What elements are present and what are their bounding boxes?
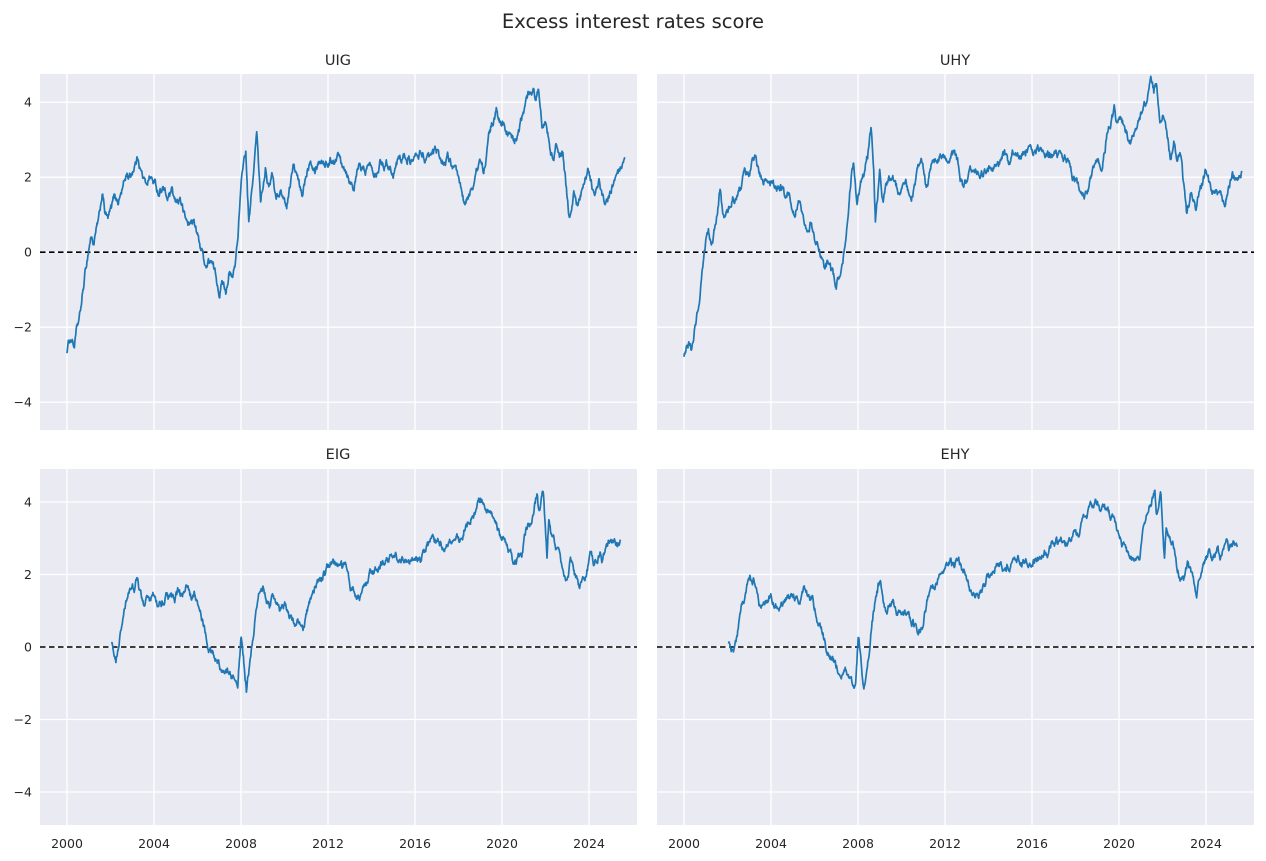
- x-tick-label: 2012: [312, 836, 344, 851]
- panel-title-ehy: EHY: [941, 447, 970, 463]
- panel-title-eig: EIG: [326, 447, 351, 463]
- plot-area-uig: 4 2 0 −2 −4: [14, 74, 637, 430]
- y-tick-label: 4: [24, 495, 32, 510]
- series-line: [110, 490, 622, 694]
- x-tick-label: 2020: [486, 836, 518, 851]
- x-tick-label: 2004: [755, 836, 787, 851]
- panel-title-uhy: UHY: [940, 53, 971, 69]
- y-tick-label: 4: [24, 95, 32, 110]
- y-tick-label: −2: [14, 320, 32, 335]
- x-tick-label: 2024: [1190, 836, 1222, 851]
- panel-uhy: UHY: [657, 53, 1254, 430]
- x-tick-label: 2016: [1016, 836, 1048, 851]
- x-tick-label: 2000: [51, 836, 83, 851]
- series-line: [727, 489, 1239, 690]
- series-line: [66, 87, 626, 354]
- y-tick-label: 0: [24, 245, 32, 260]
- x-tick-label: 2020: [1103, 836, 1135, 851]
- x-tick-label: 2008: [842, 836, 874, 851]
- y-tick-label: −2: [14, 712, 32, 727]
- panel-ehy: EHY 2000 2004 2008 2012 2016 2020 2024: [657, 447, 1254, 851]
- y-tick-label: −4: [14, 395, 32, 410]
- x-tick-label: 2012: [929, 836, 961, 851]
- x-tick-label: 2016: [399, 836, 431, 851]
- plot-area-uhy: [657, 74, 1254, 430]
- plot-area-ehy: 2000 2004 2008 2012 2016 2020 2024: [657, 469, 1254, 851]
- y-tick-label: −4: [14, 785, 32, 800]
- y-tick-label: 2: [24, 567, 32, 582]
- x-tick-label: 2004: [138, 836, 170, 851]
- x-tick-label: 2000: [668, 836, 700, 851]
- panel-uig: UIG 4 2 0 −2 −4: [14, 53, 637, 430]
- series-line: [683, 75, 1243, 357]
- y-tick-label: 0: [24, 640, 32, 655]
- plot-area-eig: 4 2 0 −2 −4 2000 2004 2008 2012 2016 2020 2024: [14, 469, 637, 851]
- x-tick-label: 2008: [225, 836, 257, 851]
- figure-title: Excess interest rates score: [502, 10, 764, 33]
- panel-title-uig: UIG: [325, 53, 351, 69]
- x-tick-label: 2024: [573, 836, 605, 851]
- panel-eig: EIG 4 2 0 −2 −4 2000 2004 2008 2012 2016 2020 2024: [14, 447, 637, 851]
- y-tick-label: 2: [24, 170, 32, 185]
